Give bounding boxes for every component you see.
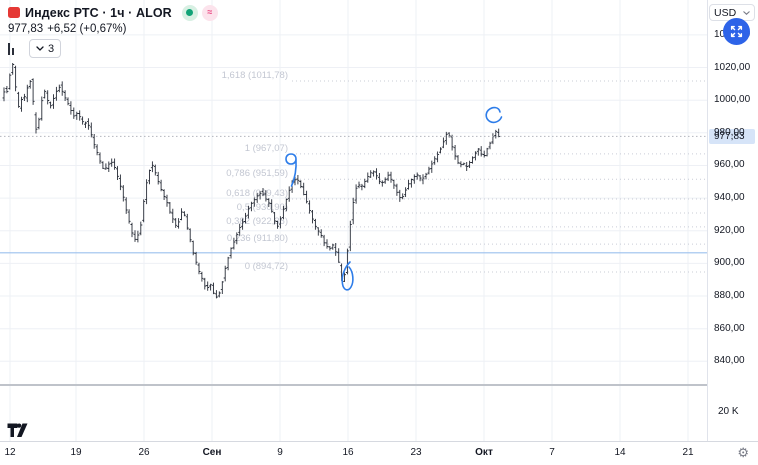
time-tick: 23 xyxy=(410,447,422,458)
recenter-chart-button[interactable] xyxy=(723,18,750,45)
time-tick: 16 xyxy=(342,447,354,458)
symbol-logo-icon xyxy=(8,7,20,18)
price-tick: 1020,00 xyxy=(714,61,751,73)
time-axis[interactable]: ⚙ 12 19 26 Сен 9 16 23 Окт 7 14 21 xyxy=(0,441,758,465)
market-open-dot-icon xyxy=(186,9,194,16)
svg-text:0,5 (930,90): 0,5 (930,90) xyxy=(237,202,288,213)
time-tick: 14 xyxy=(614,447,626,458)
price-tick: 1000,00 xyxy=(714,94,751,106)
handwritten-c[interactable] xyxy=(485,106,503,124)
svg-text:1,618 (1011,78): 1,618 (1011,78) xyxy=(222,70,288,81)
current-price-tag: 977,83 xyxy=(709,128,755,144)
price-axis[interactable]: USD 977,83 20 K 1040,001020,001000,00980… xyxy=(707,0,758,441)
chart-canvas[interactable]: 1,618 (1011,78) 1 (967,07) 0,786 (951,59) 0… xyxy=(0,0,707,441)
gear-icon[interactable]: ⚙ xyxy=(737,445,749,460)
price-tick: 980,00 xyxy=(714,126,745,138)
data-source-badge[interactable]: ≈ xyxy=(201,4,218,21)
svg-text:0,786 (951,59): 0,786 (951,59) xyxy=(226,168,288,179)
time-tick: Окт xyxy=(475,447,493,458)
time-tick: 12 xyxy=(4,447,16,458)
handwritten-9[interactable] xyxy=(285,153,297,187)
currency-label: USD xyxy=(714,6,737,19)
time-tick: 26 xyxy=(138,447,150,458)
time-tick: 21 xyxy=(682,447,694,458)
price-tick: 900,00 xyxy=(714,257,745,269)
tradingview-logo[interactable] xyxy=(7,423,28,438)
price-tick: 840,00 xyxy=(714,355,745,367)
pane-separator[interactable] xyxy=(0,384,758,386)
svg-text:0,382 (922,36): 0,382 (922,36) xyxy=(226,216,288,227)
price-tick: 960,00 xyxy=(714,159,745,171)
market-open-badge[interactable] xyxy=(181,4,198,21)
symbol-title[interactable]: Индекс РТС · 1ч · ALOR xyxy=(25,5,172,20)
svg-text:1 (967,07): 1 (967,07) xyxy=(245,143,288,154)
chevron-down-icon xyxy=(743,10,750,15)
collapse-arrows-icon xyxy=(730,25,743,38)
price-row: 977,83 +6,52 (+0,67%) xyxy=(8,23,218,35)
svg-text:0,236 (911,80): 0,236 (911,80) xyxy=(227,233,288,244)
volume-axis-tick: 20 K xyxy=(718,406,739,417)
chart-legend: Индекс РТС · 1ч · ALOR ≈ 977,83 +6,52 (+0… xyxy=(8,4,218,58)
time-tick: 9 xyxy=(277,447,283,458)
objects-count: 3 xyxy=(48,42,55,55)
handwritten-loop[interactable] xyxy=(341,261,354,291)
time-tick: Сен xyxy=(202,447,222,458)
bars-icon xyxy=(8,42,14,55)
price-tick: 940,00 xyxy=(714,192,745,204)
price-tick: 880,00 xyxy=(714,290,745,302)
chevron-down-icon xyxy=(36,46,44,51)
price-tick: 860,00 xyxy=(714,322,745,334)
price-change: +6,52 (+0,67%) xyxy=(47,23,127,35)
last-price: 977,83 xyxy=(8,23,44,35)
objects-tree-toggle[interactable]: 3 xyxy=(29,39,62,58)
price-tick: 920,00 xyxy=(714,224,745,236)
svg-text:0 (894,72): 0 (894,72) xyxy=(245,261,288,272)
time-tick: 7 xyxy=(549,447,555,458)
time-tick: 19 xyxy=(70,447,82,458)
